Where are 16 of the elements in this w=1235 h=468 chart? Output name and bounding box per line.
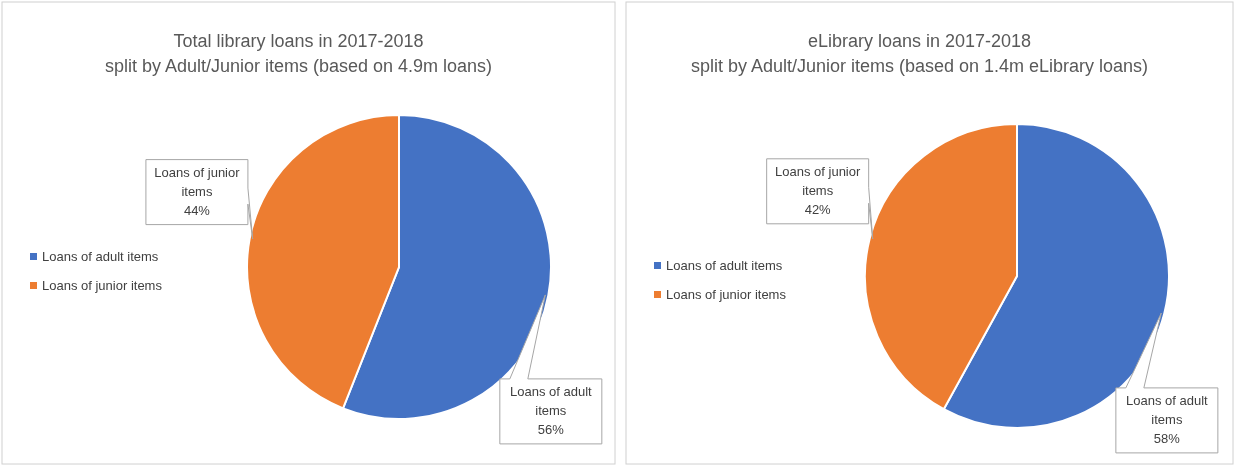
chart-subtitle: split by Adult/Junior items (based on 1.4m eLibrary loans): [690, 56, 1149, 76]
data-label: 56%: [537, 421, 565, 437]
legend-label: Loans of junior items: [42, 278, 163, 293]
data-label: 44%: [183, 202, 211, 218]
slice-label: Loans of adult items: [1126, 392, 1209, 427]
data-label: 58%: [1153, 430, 1181, 446]
chart-title: eLibrary loans in 2017-2018: [807, 31, 1032, 51]
slice-label: Loans of junior items: [775, 163, 861, 198]
data-label: 42%: [804, 201, 832, 217]
legend-label: Loans of adult items: [42, 249, 159, 264]
chart-subtitle: split by Adult/Junior items (based on 4.9m loans): [104, 56, 493, 76]
legend-label: Loans of adult items: [666, 258, 783, 273]
slice-label: Loans of junior items: [154, 164, 241, 199]
slice-label: Loans of adult items: [510, 383, 593, 418]
legend-label: Loans of junior items: [666, 287, 787, 302]
chart-title: Total library loans in 2017-2018: [173, 31, 424, 51]
